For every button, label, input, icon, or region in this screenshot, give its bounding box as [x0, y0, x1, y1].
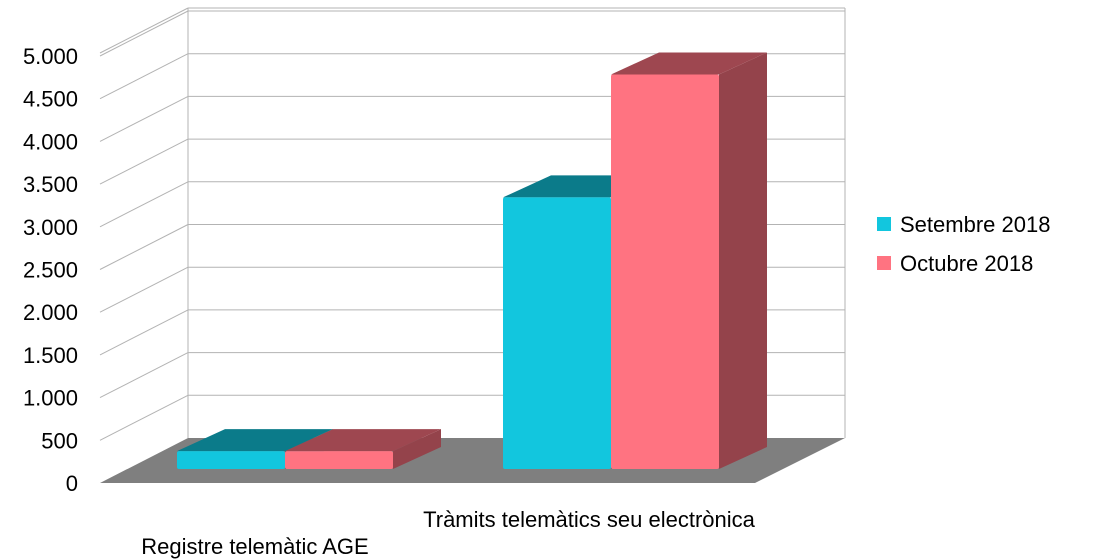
y-tick-label: 2.000	[23, 300, 78, 325]
bar-top-face	[177, 429, 333, 452]
bar-top-face	[611, 52, 767, 75]
side-gridline	[99, 138, 189, 185]
bar-front-face	[503, 197, 611, 470]
legend-label: Octubre 2018	[900, 251, 1033, 276]
y-tick-label: 5.000	[23, 44, 78, 69]
side-gridline	[99, 352, 189, 399]
y-tick-label: 1.500	[23, 343, 78, 368]
bar-side-face	[393, 429, 441, 469]
bar-front-face	[285, 451, 393, 469]
x-category-label: Registre telemàtic AGE	[141, 534, 368, 559]
y-tick-label: 1.000	[23, 386, 78, 411]
y-tick-label: 4.500	[23, 87, 78, 112]
side-gridline	[99, 53, 189, 100]
side-gridline	[99, 224, 189, 270]
y-tick-label: 2.500	[23, 258, 78, 283]
legend-swatch	[877, 256, 891, 270]
side-wall-top-edge	[99, 7, 189, 54]
side-gridline	[99, 10, 189, 57]
legend-label: Setembre 2018	[900, 212, 1050, 237]
bar-side-face	[719, 52, 767, 470]
side-gridline	[99, 181, 189, 228]
y-tick-label: 500	[41, 428, 78, 453]
bar-octubre-tramits	[611, 52, 767, 470]
y-tick-label: 3.500	[23, 172, 78, 197]
side-gridline	[99, 266, 189, 313]
bar-front-face	[177, 451, 285, 469]
side-gridline	[99, 309, 189, 356]
x-category-label: Tràmits telemàtics seu electrònica	[423, 507, 756, 532]
y-tick-label: 4.000	[23, 129, 78, 154]
y-tick-label: 0	[66, 471, 78, 496]
legend-swatch	[877, 217, 891, 231]
y-tick-label: 3.000	[23, 215, 78, 240]
legend: Setembre 2018 Octubre 2018	[877, 212, 1050, 276]
bar-front-face	[611, 74, 719, 470]
bars	[177, 52, 767, 470]
side-gridline	[99, 394, 189, 441]
side-gridline	[99, 95, 189, 142]
bar-top-face	[285, 429, 441, 452]
bar-octubre-registre	[285, 429, 441, 469]
x-axis-categories: Registre telemàtic AGE Tràmits telemàtics…	[141, 507, 755, 559]
y-axis-ticks: 0 500 1.000 1.500 2.000 2.500 3.000 3.500 4.000 4…	[23, 44, 78, 496]
chart-walls	[187, 7, 846, 438]
